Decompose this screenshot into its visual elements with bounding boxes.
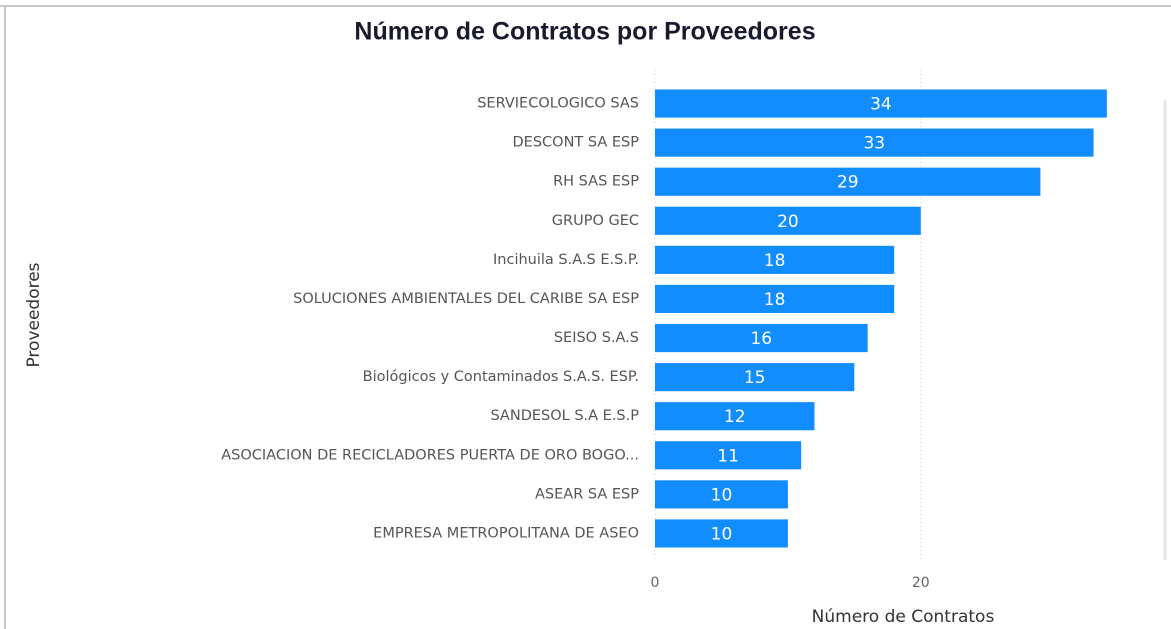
data-label: 10 (711, 485, 733, 505)
bar (655, 128, 1094, 157)
y-tick-label: SANDESOL S.A E.S.P (490, 408, 639, 424)
bar (655, 245, 895, 274)
x-axis-label: Número de Contratos (812, 607, 995, 627)
bar (655, 363, 855, 392)
bar (655, 167, 1041, 196)
data-label: 12 (724, 407, 746, 427)
y-tick-label: ASEAR SA ESP (535, 486, 639, 502)
y-tick-label: SERVIECOLOGICO SAS (477, 96, 639, 112)
bar (655, 284, 895, 314)
data-label: 18 (764, 251, 786, 271)
data-label: 33 (863, 134, 885, 154)
y-axis-label: Proveedores (24, 262, 44, 367)
bar (655, 519, 788, 548)
y-tick-label: Incihuila S.A.S E.S.P. (493, 252, 639, 268)
bar (655, 206, 921, 235)
bar (655, 441, 802, 470)
y-tick-label: SOLUCIONES AMBIENTALES DEL CARIBE SA ESP (293, 291, 639, 307)
chart-title: Número de Contratos por Proveedores (354, 18, 815, 46)
data-label: 10 (711, 524, 733, 544)
data-label: 18 (764, 290, 786, 310)
bar (655, 323, 868, 353)
y-tick-label: DESCONT SA ESP (513, 135, 640, 151)
data-label: 34 (870, 95, 892, 115)
x-tick-label: 20 (912, 575, 930, 591)
data-label: 11 (717, 446, 739, 466)
bar (655, 89, 1107, 118)
data-label: 15 (744, 368, 766, 388)
data-label: 29 (837, 173, 859, 193)
bar (655, 402, 815, 431)
y-tick-label: ASOCIACION DE RECICLADORES PUERTA DE ORO… (221, 447, 639, 463)
y-tick-label: GRUPO GEC (552, 213, 639, 229)
x-tick-label: 0 (651, 575, 660, 591)
bar (655, 480, 788, 509)
y-tick-label: SEISO S.A.S (554, 330, 639, 346)
y-tick-label: EMPRESA METROPOLITANA DE ASEO (373, 525, 639, 541)
data-label: 16 (750, 329, 772, 349)
data-label: 20 (777, 212, 799, 232)
y-tick-label: Biológicos y Contaminados S.A.S. ESP. (363, 369, 639, 385)
y-tick-label: RH SAS ESP (553, 174, 639, 190)
